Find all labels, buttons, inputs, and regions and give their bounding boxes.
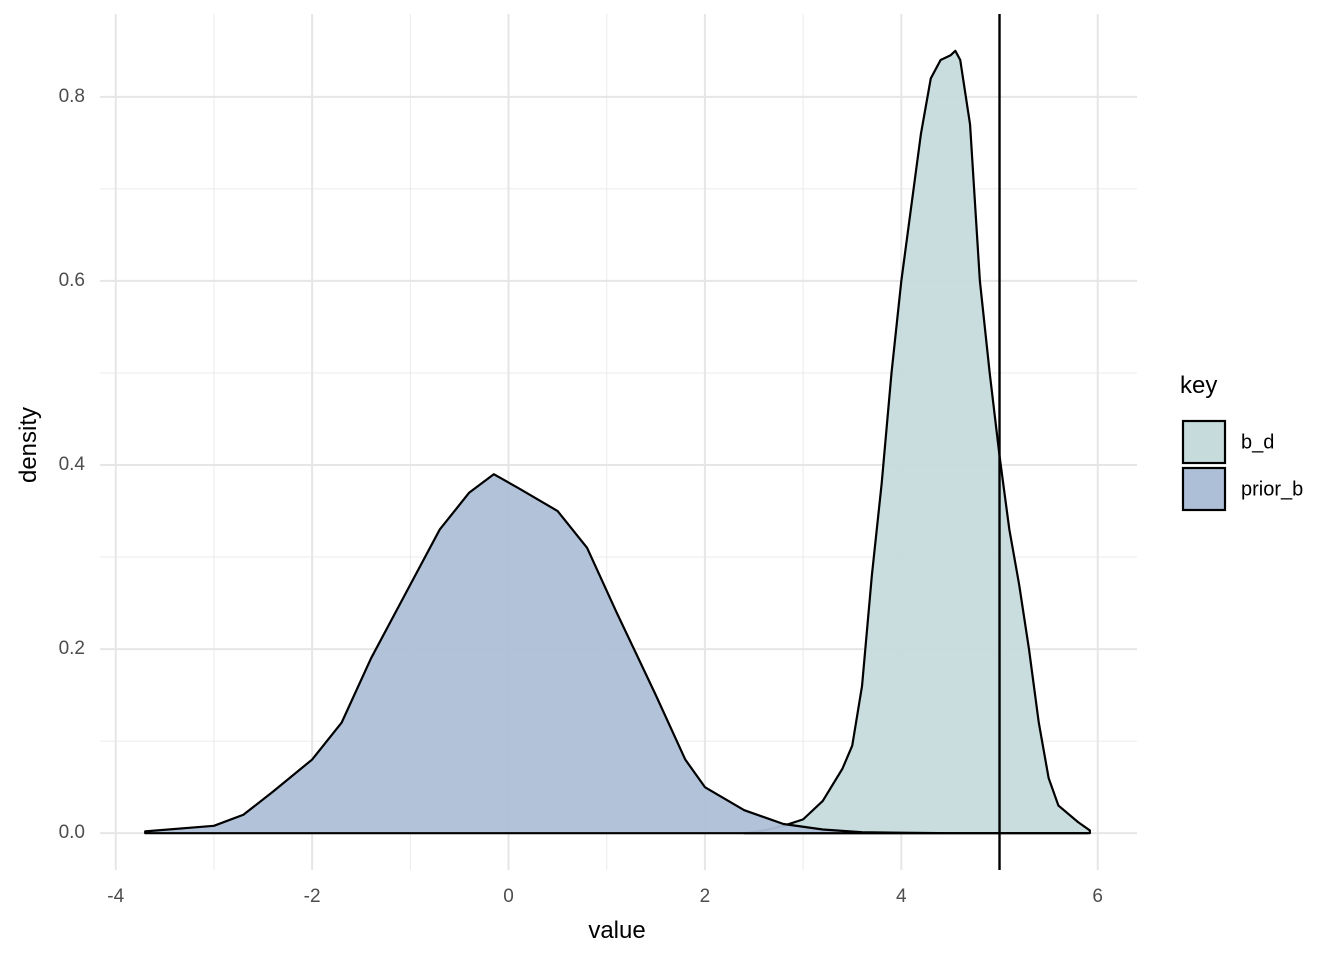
y-tick-label: 0.0 bbox=[59, 822, 85, 843]
x-axis-title: value bbox=[588, 917, 645, 944]
y-tick-label: 0.4 bbox=[59, 454, 86, 475]
legend-label: prior_b bbox=[1241, 478, 1303, 500]
y-tick-label: 0.2 bbox=[59, 638, 85, 659]
density-area bbox=[743, 49, 1091, 835]
y-tick-label: 0.8 bbox=[59, 86, 85, 107]
x-tick-label: 2 bbox=[700, 886, 711, 907]
x-tick-label: 0 bbox=[503, 886, 514, 907]
x-tick-label: 6 bbox=[1092, 886, 1103, 907]
legend-key bbox=[1181, 419, 1227, 465]
x-tick-label: -4 bbox=[107, 886, 124, 907]
y-axis-title: density bbox=[15, 407, 42, 483]
legend-label: b_d bbox=[1241, 431, 1274, 453]
density-area bbox=[144, 473, 1089, 835]
legend-key bbox=[1181, 466, 1227, 512]
x-tick-label: 4 bbox=[896, 886, 907, 907]
legend-title: key bbox=[1180, 372, 1217, 399]
y-tick-label: 0.6 bbox=[59, 270, 85, 291]
x-tick-label: -2 bbox=[304, 886, 321, 907]
